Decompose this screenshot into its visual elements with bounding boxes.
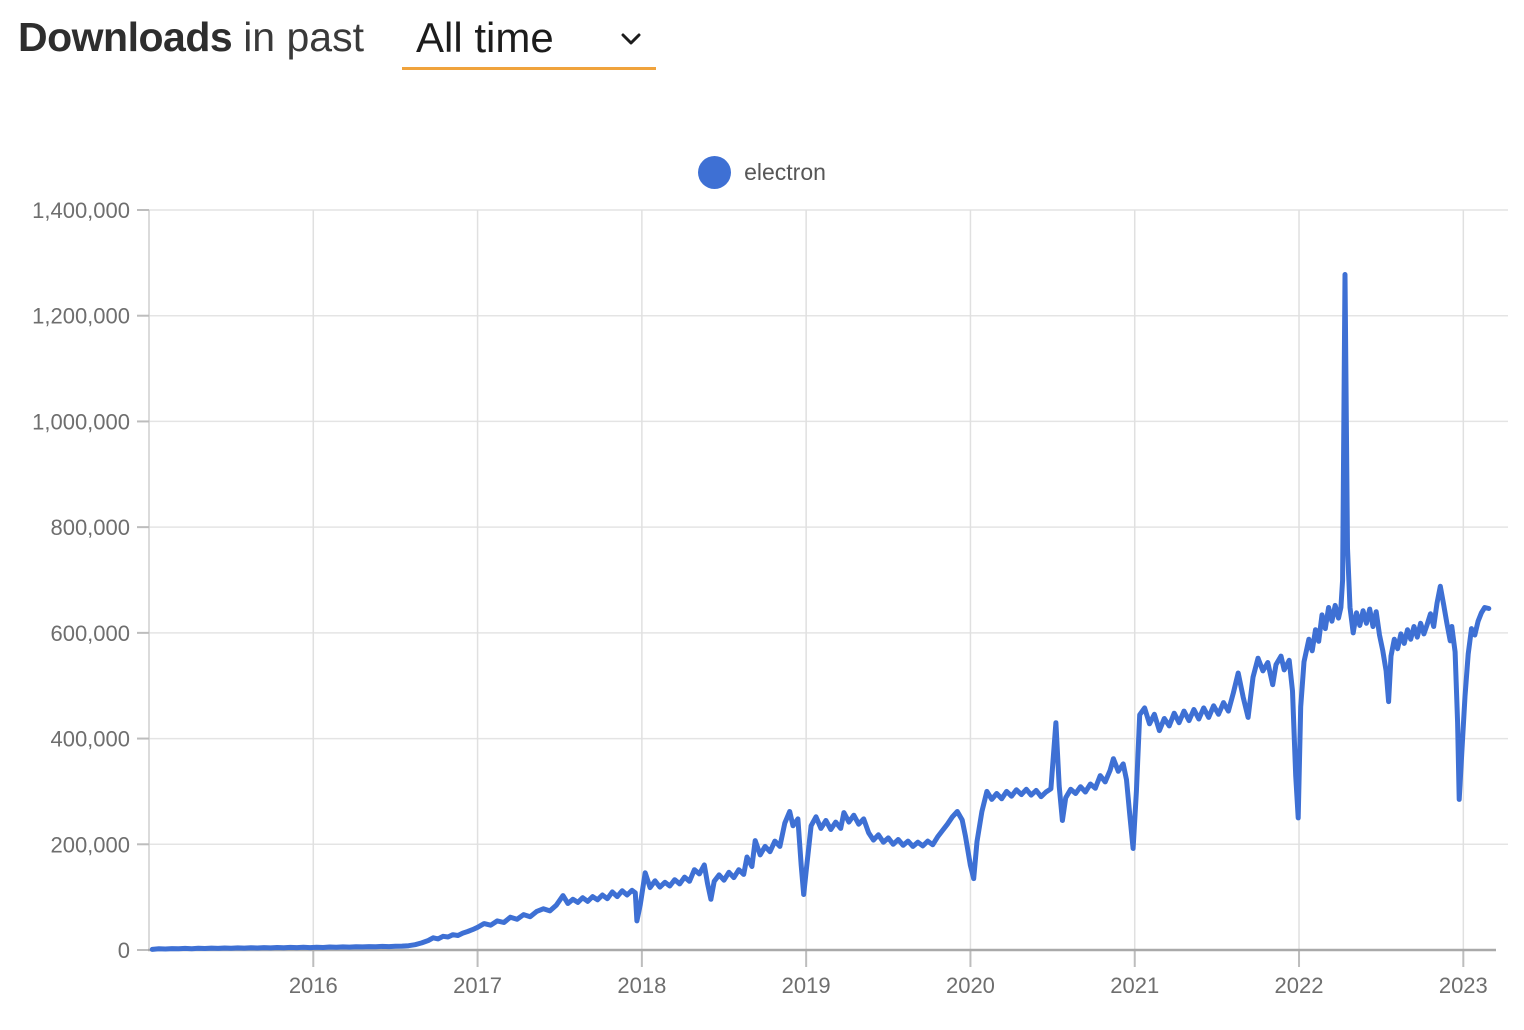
page-title-in-past: in past	[243, 14, 364, 60]
page-title: Downloads in past	[18, 10, 364, 74]
x-axis-label: 2017	[453, 973, 502, 998]
x-axis-label: 2016	[289, 973, 338, 998]
x-axis-label: 2018	[617, 973, 666, 998]
y-axis-label: 600,000	[50, 621, 130, 646]
y-axis-label: 800,000	[50, 515, 130, 540]
legend: electron	[0, 156, 1524, 189]
time-range-value: All time	[416, 13, 554, 61]
y-axis-label: 400,000	[50, 727, 130, 752]
chevron-down-icon	[620, 32, 642, 51]
time-range-select[interactable]: All time	[402, 8, 656, 70]
y-axis-label: 0	[118, 938, 130, 963]
x-axis-label: 2019	[782, 973, 831, 998]
page-title-downloads: Downloads	[18, 14, 233, 60]
x-axis-label: 2020	[946, 973, 995, 998]
legend-label-electron: electron	[744, 159, 826, 185]
y-axis-label: 1,000,000	[32, 409, 130, 434]
y-axis-label: 1,200,000	[32, 304, 130, 329]
x-axis-label: 2023	[1439, 973, 1488, 998]
x-axis-label: 2021	[1110, 973, 1159, 998]
y-axis-label: 1,400,000	[32, 198, 130, 223]
legend-marker-electron	[698, 156, 732, 189]
series-line-electron	[149, 272, 1492, 952]
y-axis-label: 200,000	[50, 832, 130, 857]
x-axis-label: 2022	[1275, 973, 1324, 998]
